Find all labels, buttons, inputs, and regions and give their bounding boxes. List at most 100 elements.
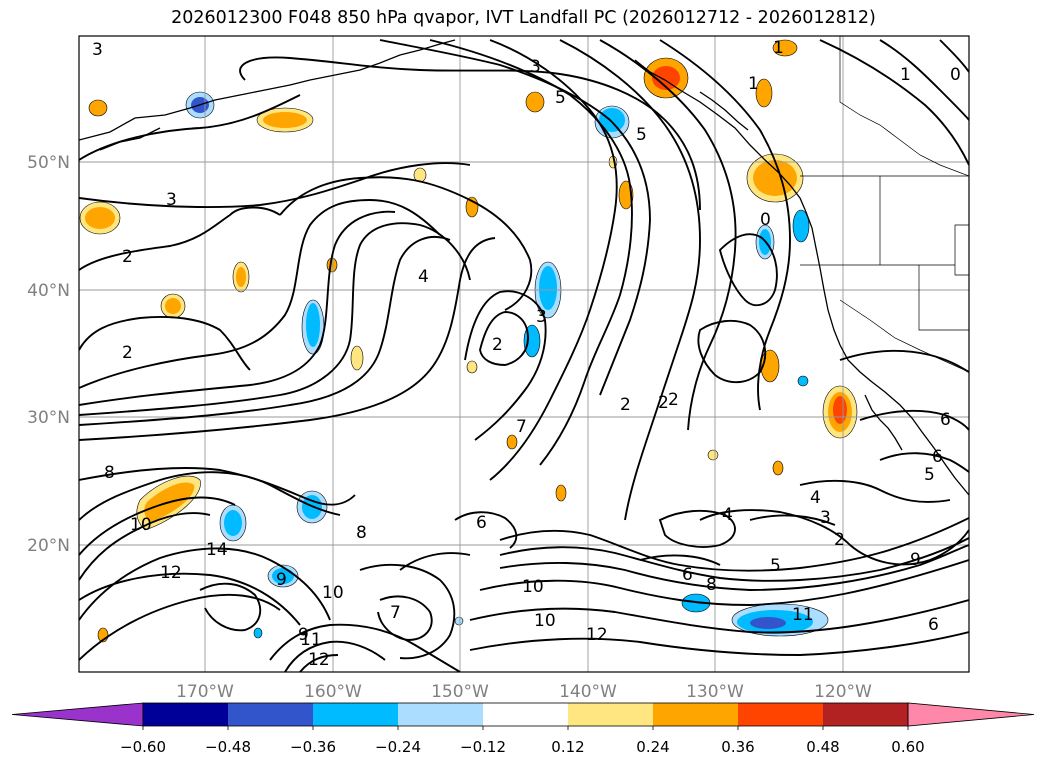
contour-label: 1 <box>900 65 911 85</box>
lon-label: 150°W <box>431 682 489 702</box>
colorbar-segment <box>483 703 568 726</box>
colorbar-tick-label: 0.48 <box>806 738 839 756</box>
contour-label: 11 <box>300 630 322 650</box>
colorbar-tick-label: −0.24 <box>375 738 421 756</box>
contour-label: 10 <box>522 577 544 597</box>
lon-label: 160°W <box>304 682 362 702</box>
contour-label: 2 <box>122 247 133 267</box>
lat-label: 30°N <box>27 408 70 428</box>
contour-label: 2 <box>122 343 133 363</box>
colorbar-tick-label: −0.60 <box>120 738 166 756</box>
graticule <box>79 36 969 672</box>
lat-label: 20°N <box>27 536 70 556</box>
contour-label: 5 <box>924 465 935 485</box>
contour-label: 6 <box>928 615 939 635</box>
anomaly-patch <box>792 209 810 243</box>
contour-label: 5 <box>636 125 647 145</box>
colorbar-tick-label: 0.36 <box>721 738 754 756</box>
contour-label: 2 <box>834 530 845 550</box>
contour-label: 4 <box>722 505 733 525</box>
contour-label: 6 <box>682 565 693 585</box>
contour-label: 0 <box>950 65 961 85</box>
lon-label: 130°W <box>686 682 744 702</box>
contour-label: 12 <box>160 563 182 583</box>
contour-label: 8 <box>706 575 717 595</box>
anomaly-patch <box>555 484 567 502</box>
anomaly-patch <box>350 345 364 371</box>
colorbar-segment <box>568 703 653 726</box>
colorbar-segment <box>738 703 823 726</box>
dry-anomaly-patches <box>185 91 829 639</box>
colorbar: −0.60 −0.48 −0.36 −0.24 −0.12 0.12 0.24 0.36 0.4… <box>11 702 1035 756</box>
anomaly-patch <box>466 360 478 374</box>
contour-label: 6 <box>932 447 943 467</box>
contour-label: 3 <box>530 57 541 77</box>
ivt-contours <box>79 39 969 672</box>
contour-label: 2 <box>620 395 631 415</box>
lon-label: 170°W <box>176 682 234 702</box>
colorbar-segment <box>313 703 398 726</box>
lat-label: 40°N <box>27 281 70 301</box>
anomaly-patch <box>772 39 798 57</box>
contour-label: 1 <box>773 38 784 58</box>
anomaly-patch <box>253 627 263 639</box>
contour-label: 5 <box>555 88 566 108</box>
colorbar-tick-label: −0.36 <box>290 738 336 756</box>
longitude-labels: 170°W 160°W 150°W 140°W 130°W 120°W <box>176 682 872 702</box>
colorbar-segment <box>653 703 738 726</box>
anomaly-patch <box>797 375 809 387</box>
contour-label: 3 <box>166 190 177 210</box>
colorbar-tick-label: 0.24 <box>636 738 669 756</box>
contour-label: 2 <box>492 335 503 355</box>
anomaly-patch <box>755 78 773 108</box>
colorbar-segment <box>228 703 313 726</box>
figure-title: 2026012300 F048 850 hPa qvapor, IVT Land… <box>171 8 876 28</box>
anomaly-patch <box>707 449 719 461</box>
contour-label: 9 <box>910 550 921 570</box>
contour-label: 9 <box>298 625 309 645</box>
contour-label: 3 <box>536 307 547 327</box>
colorbar-extend-min <box>11 702 144 727</box>
anomaly-patch <box>454 616 464 626</box>
contour-label: 4 <box>810 488 821 508</box>
colorbar-segment <box>143 703 228 726</box>
colorbar-segment <box>823 703 908 726</box>
contour-label: 3 <box>92 40 103 60</box>
contour-label: 7 <box>390 603 401 623</box>
contour-labels: 3 3 2 2 4 2 3 5 5 1 1 0 1 0 3 2 2 7 4 3 … <box>92 38 961 670</box>
anomaly-patch <box>772 460 784 476</box>
anomaly-patch <box>88 99 108 117</box>
lon-label: 140°W <box>559 682 617 702</box>
latitude-labels: 50°N 40°N 30°N 20°N <box>27 153 70 556</box>
moist-anomaly-patches <box>79 39 858 643</box>
contour-label: 9 <box>276 570 287 590</box>
colorbar-tick-label: 0.12 <box>551 738 584 756</box>
contour-label: 2 <box>668 390 679 410</box>
contour-label: 2 <box>658 393 669 413</box>
contour-label: 12 <box>308 650 330 670</box>
anomaly-patch <box>525 91 545 113</box>
colorbar-segment <box>398 703 483 726</box>
lon-label: 120°W <box>814 682 872 702</box>
colorbar-tick-label: −0.12 <box>460 738 506 756</box>
contour-label: 14 <box>206 540 228 560</box>
contour-label: 6 <box>476 513 487 533</box>
contour-label: 12 <box>586 625 608 645</box>
contour-label: 6 <box>940 410 951 430</box>
contour-label: 8 <box>356 523 367 543</box>
contour-label: 5 <box>770 556 781 576</box>
contour-label: 7 <box>516 417 527 437</box>
map-frame <box>78 35 970 673</box>
contour-label: 10 <box>130 515 152 535</box>
contour-label: 10 <box>534 611 556 631</box>
anomaly-patch <box>506 434 518 450</box>
colorbar-extend-max <box>907 702 1035 727</box>
contour-label: 3 <box>820 508 831 528</box>
colorbar-tick-label: 0.60 <box>891 738 924 756</box>
lat-label: 50°N <box>27 153 70 173</box>
contour-label: 11 <box>792 605 814 625</box>
contour-label: 4 <box>418 267 429 287</box>
contour-label: 0 <box>760 210 771 230</box>
contour-label: 10 <box>322 583 344 603</box>
